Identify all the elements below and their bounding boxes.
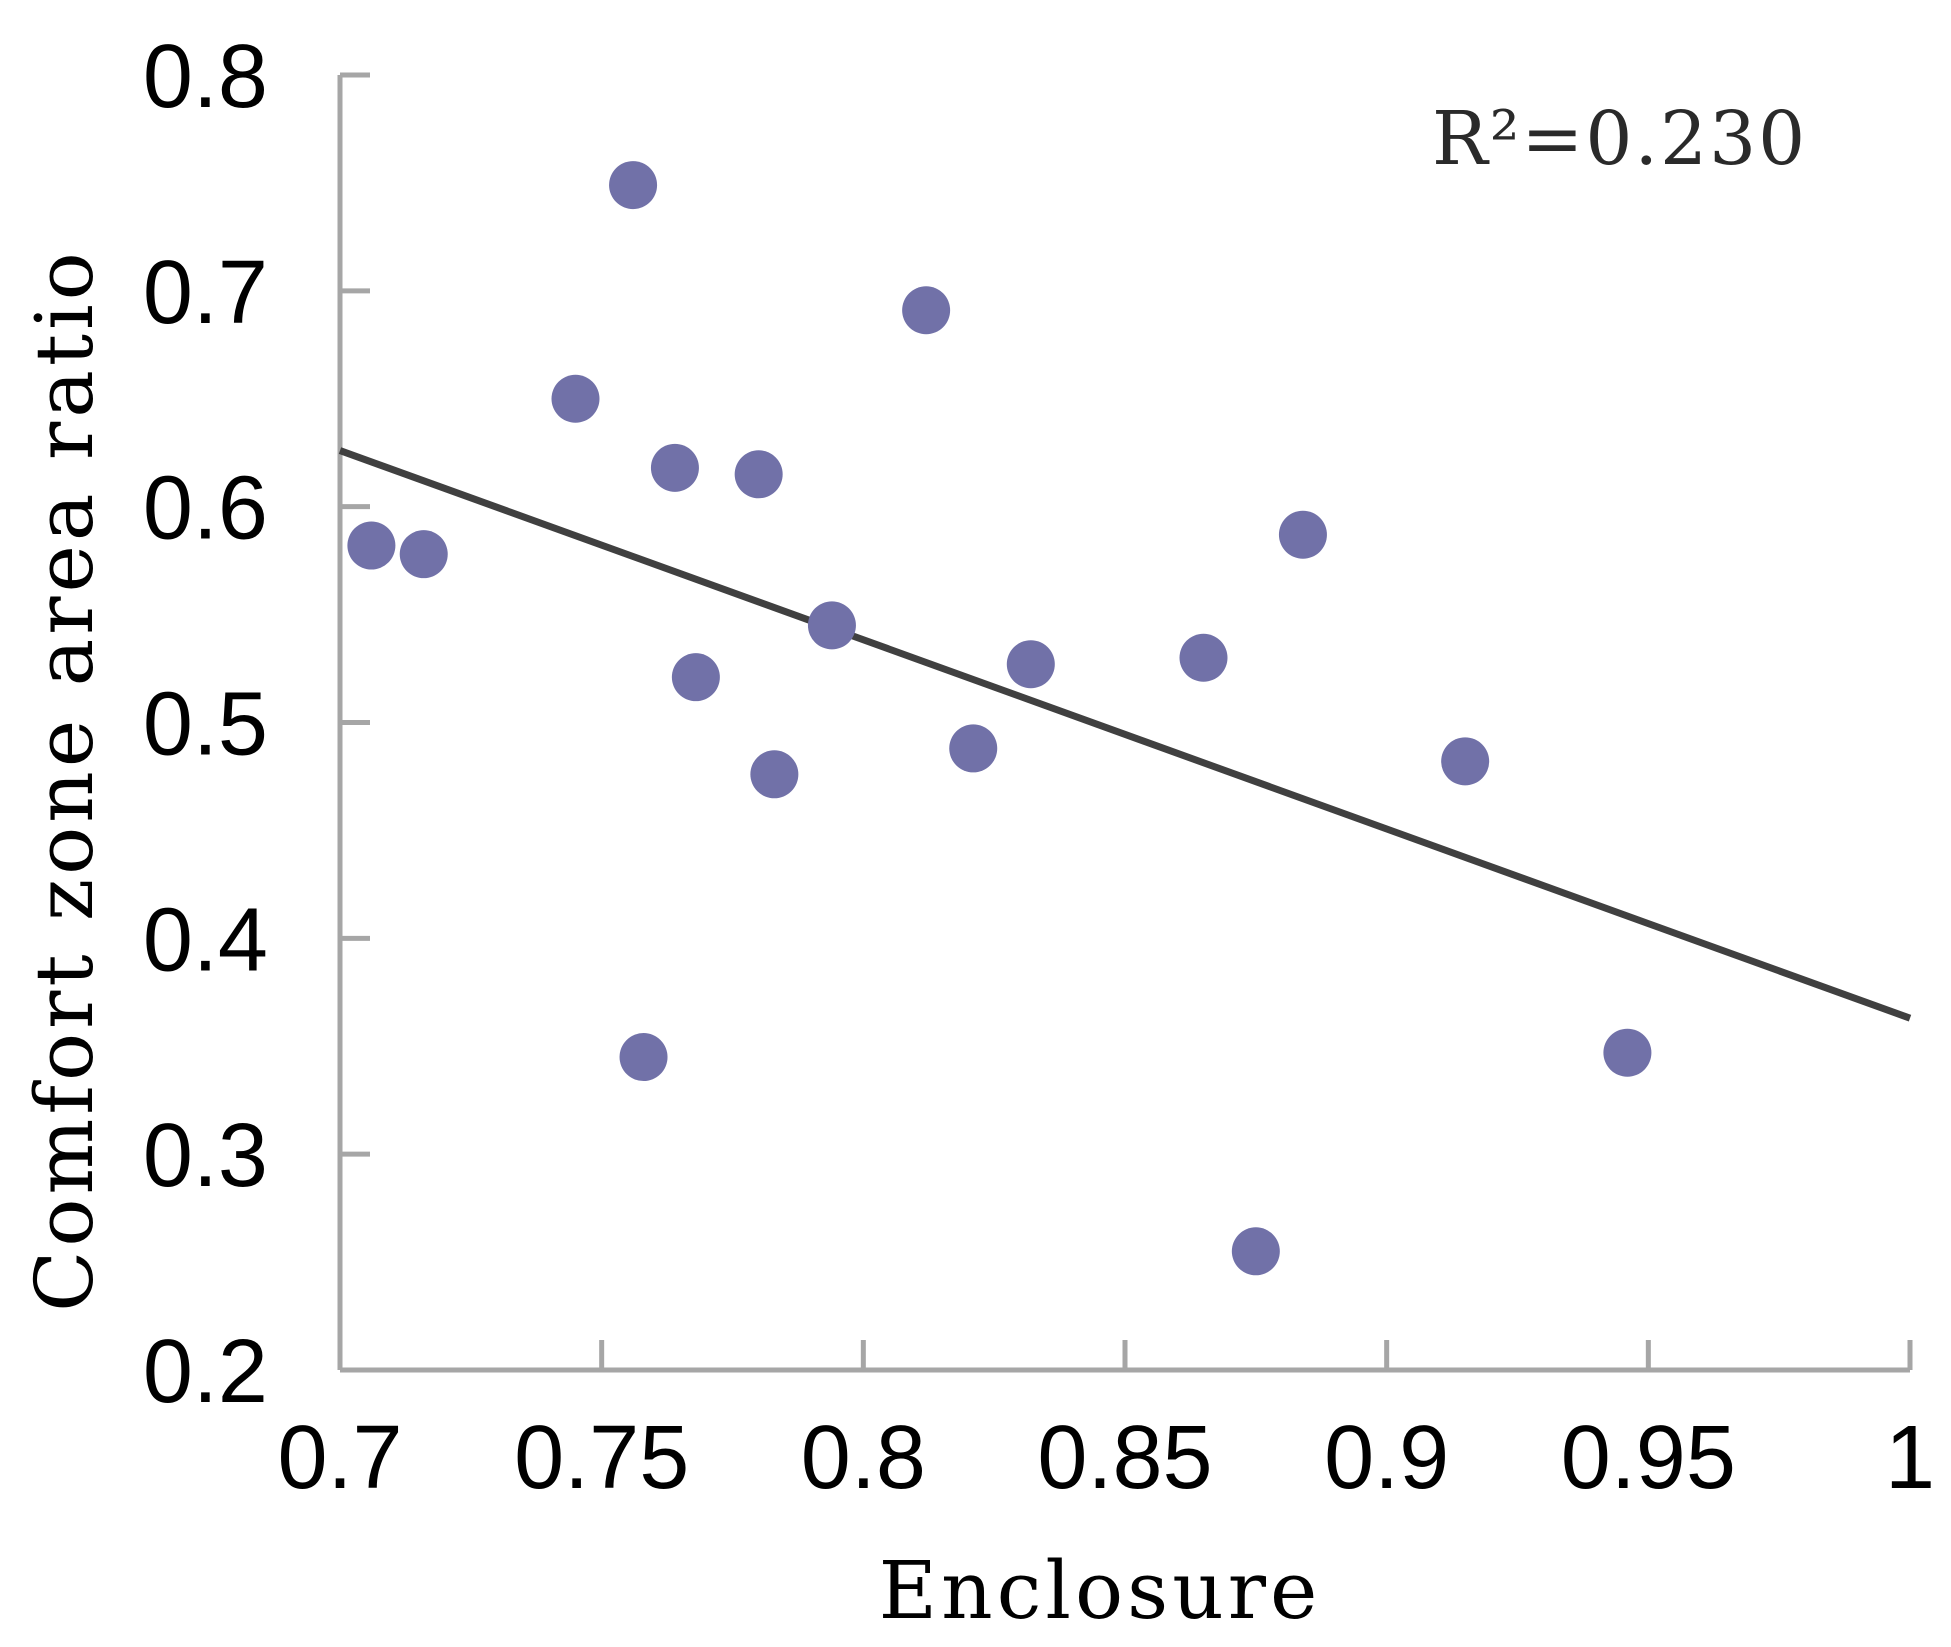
- scatter-point: [1603, 1028, 1652, 1077]
- scatter-point: [347, 521, 396, 570]
- y-tick-label: 0.3: [143, 1106, 268, 1206]
- scatter-point: [619, 1033, 668, 1082]
- y-tick-label: 0.6: [143, 459, 268, 559]
- scatter-point: [1278, 510, 1327, 559]
- scatter-point: [902, 286, 951, 335]
- x-tick-label: 0.95: [1561, 1408, 1736, 1508]
- scatter-point: [734, 450, 783, 499]
- x-tick-label: 0.9: [1324, 1408, 1449, 1508]
- scatter-point: [949, 724, 998, 773]
- scatter-point: [1441, 737, 1490, 786]
- x-tick-label: 1: [1885, 1408, 1935, 1508]
- y-tick-label: 0.8: [143, 27, 268, 127]
- scatter-point: [399, 530, 448, 579]
- trendline-group: [338, 447, 1912, 1022]
- y-tick-label: 0.2: [143, 1322, 268, 1422]
- scatter-point: [1006, 640, 1055, 689]
- scatter-point: [671, 653, 720, 702]
- scatter-point: [1179, 633, 1228, 682]
- trendline: [338, 447, 1912, 1022]
- x-axis-title: Enclosure: [879, 1544, 1322, 1637]
- x-tick-label: 0.85: [1037, 1408, 1212, 1508]
- axes: 0.2 0.3 0.4 0.5 0.6 0.7 0.8 0.7 0.75 0.8 0.85 0.9 0.…: [143, 27, 1935, 1508]
- y-tick-label: 0.7: [143, 243, 268, 343]
- y-tick-label: 0.5: [143, 675, 268, 775]
- x-tick-label: 0.75: [514, 1408, 689, 1508]
- scatter-point: [551, 374, 600, 423]
- r-squared-annotation: R²=0.230: [1432, 96, 1807, 182]
- x-tick-label: 0.7: [277, 1408, 402, 1508]
- scatter-point: [609, 161, 658, 210]
- scatter-point: [807, 601, 856, 650]
- y-axis-title: Comfort zone area ratio: [18, 248, 111, 1312]
- scatter-point: [1231, 1227, 1280, 1276]
- x-tick-label: 0.8: [801, 1408, 926, 1508]
- scatter-point: [650, 443, 699, 492]
- scatter-point: [750, 750, 799, 799]
- y-tick-label: 0.4: [143, 890, 268, 990]
- labels-group: Enclosure Comfort zone area ratio R²=0.2…: [18, 96, 1807, 1637]
- points-group: [347, 161, 1652, 1276]
